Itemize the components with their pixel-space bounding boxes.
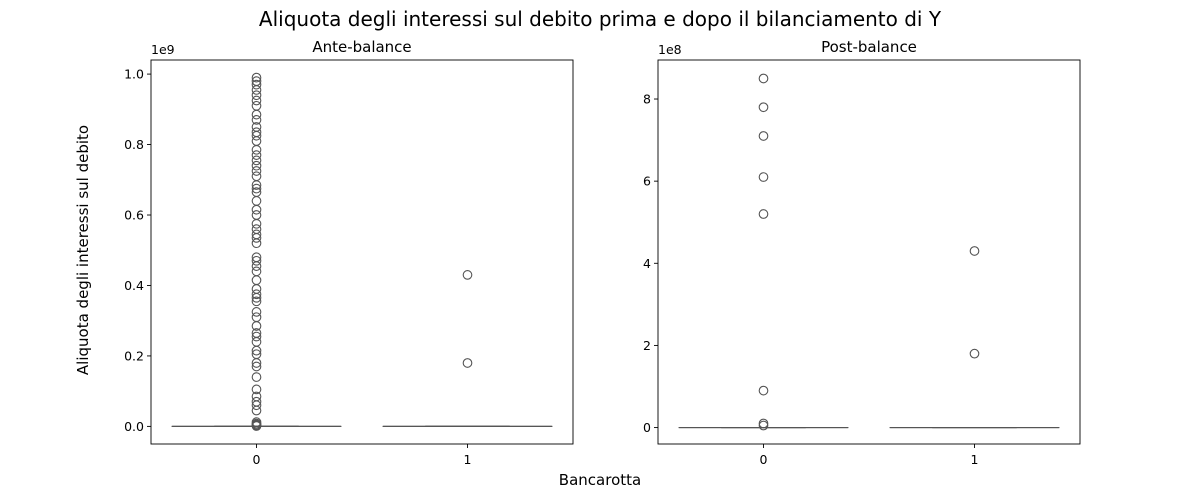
outlier-point (251, 218, 262, 229)
outlier-point (251, 109, 262, 120)
figure-suptitle: Aliquota degli interessi sul debito prim… (259, 7, 942, 31)
outlier-point (251, 372, 262, 382)
outlier-point (251, 312, 262, 323)
subplot-ante-balance: Ante-balance 1e9 0.0 0.2 0.4 0.6 0.8 1.0 0 1 (124, 38, 574, 467)
y-tick-label: 0 (643, 420, 651, 435)
outlier-point (251, 144, 262, 155)
x-tick-label: 0 (253, 452, 261, 467)
subplot-title: Post-balance (821, 38, 917, 56)
outlier-point (758, 102, 769, 113)
outlier-point (251, 255, 262, 266)
y-tick-label: 0.6 (124, 208, 144, 223)
outlier-point (251, 391, 262, 402)
x-tick-label: 1 (971, 452, 979, 467)
shared-xlabel: Bancarotta (559, 471, 641, 489)
outlier-point (251, 275, 262, 286)
shared-ylabel: Aliquota degli interessi sul debito (74, 125, 92, 375)
outlier-point (251, 284, 262, 294)
y-tick-label: 2 (643, 338, 651, 353)
y-tick-label: 1.0 (124, 67, 144, 82)
outlier-point (251, 224, 262, 234)
y-tick-label: 8 (643, 92, 651, 107)
outlier-point (251, 307, 262, 317)
outlier-point (251, 417, 262, 428)
axes-frame (657, 59, 1081, 445)
x-tick-label: 0 (760, 452, 768, 467)
outlier-point (758, 418, 769, 429)
y-tick-label: 6 (643, 174, 651, 189)
outlier-point (251, 296, 262, 307)
outlier-point (251, 396, 262, 407)
outlier-point (758, 172, 769, 182)
outlier-point (758, 131, 769, 141)
outlier-point (251, 72, 262, 83)
subplot-title: Ante-balance (312, 38, 411, 56)
outlier-point (251, 90, 262, 101)
outlier-point (251, 160, 262, 171)
outlier-point (251, 252, 262, 263)
outlier-point (251, 76, 262, 86)
y-tick-label: 0.4 (124, 278, 144, 293)
outlier-point (758, 73, 769, 84)
axes-frame (150, 59, 574, 445)
y-offset-label: 1e8 (658, 42, 682, 57)
outlier-point (251, 289, 262, 300)
outlier-point (251, 229, 262, 240)
outlier-point (251, 331, 262, 342)
outlier-point (969, 348, 980, 359)
y-offset-label: 1e9 (151, 42, 175, 57)
outlier-point (251, 210, 262, 220)
outlier-point (251, 384, 262, 395)
outlier-point (251, 328, 262, 338)
y-tick-label: 0.2 (124, 348, 144, 363)
outlier-point (251, 266, 262, 277)
outlier-point (251, 155, 262, 166)
y-tick-label: 0.0 (124, 419, 144, 434)
outlier-point (969, 246, 980, 256)
outlier-point (462, 358, 473, 368)
subplot-post-balance: Post-balance 1e8 0 2 4 6 8 0 1 (643, 38, 1081, 467)
outlier-point (251, 204, 262, 215)
outlier-point (251, 187, 262, 197)
outlier-point (251, 150, 262, 160)
outlier-point (251, 122, 262, 132)
outlier-point (251, 171, 262, 182)
outlier-point (462, 270, 473, 280)
outlier-point (758, 420, 769, 431)
outlier-point (251, 127, 262, 138)
x-tick-label: 1 (464, 452, 472, 467)
outlier-point (251, 196, 262, 206)
outlier-point (251, 183, 262, 194)
outlier-point (251, 361, 262, 372)
y-tick-label: 4 (643, 256, 651, 271)
outlier-point (251, 79, 262, 90)
outlier-point (251, 95, 262, 106)
outlier-point (758, 385, 769, 396)
outlier-point (251, 115, 262, 125)
outlier-point (758, 209, 769, 219)
outlier-point (251, 100, 262, 111)
outlier-point (251, 349, 262, 360)
outlier-point (251, 166, 262, 176)
y-tick-label: 0.8 (124, 137, 144, 152)
